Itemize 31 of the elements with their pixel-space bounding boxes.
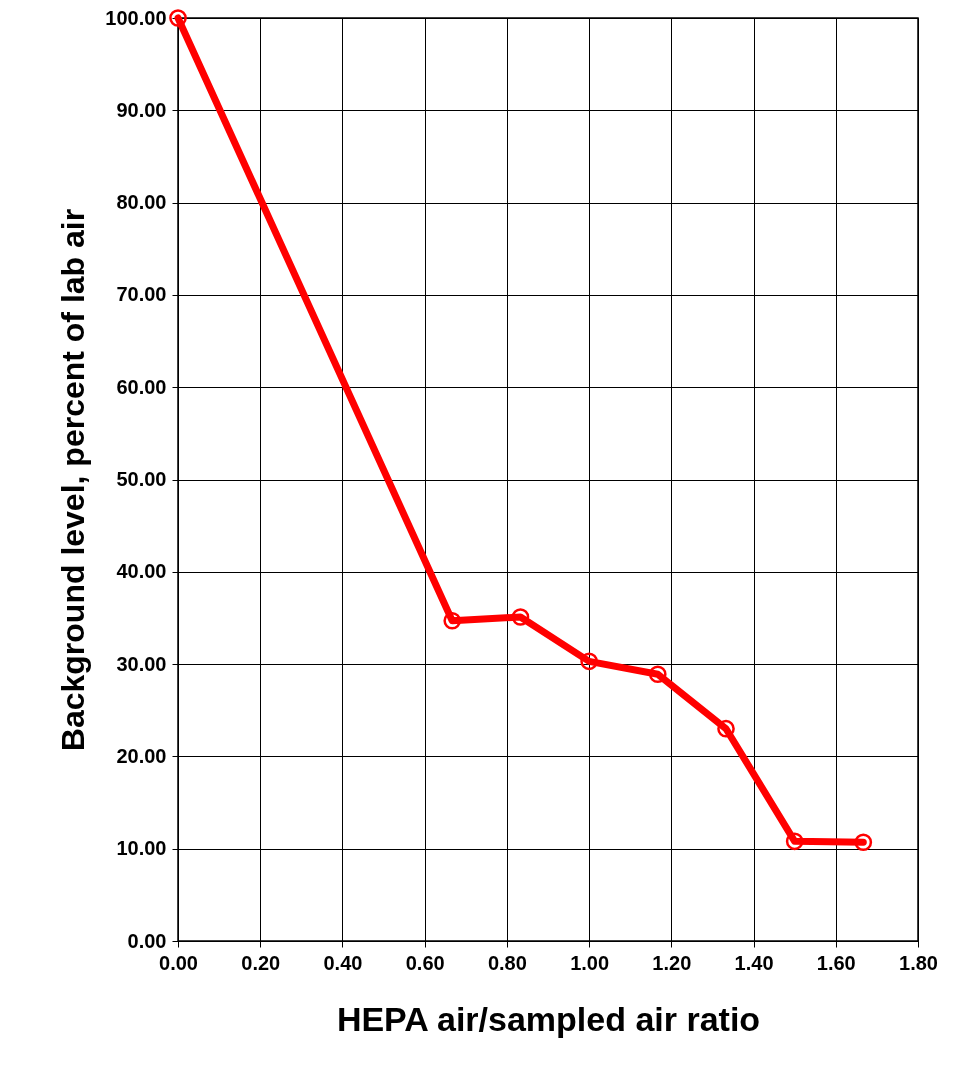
point bbox=[785, 832, 804, 851]
x-tick-label: 1.40 bbox=[734, 951, 774, 974]
x-tick-label: 1.20 bbox=[652, 951, 692, 974]
point bbox=[854, 833, 873, 852]
point bbox=[580, 652, 598, 671]
x-tick-label: 1.80 bbox=[899, 951, 938, 974]
y-tick-label: 80.00 bbox=[116, 191, 167, 214]
y-tick-label: 70.00 bbox=[116, 283, 167, 306]
x-tick-label: 0.80 bbox=[487, 951, 527, 974]
x-tick-label: 0.00 bbox=[159, 951, 198, 974]
y-axis-title: Background level, percent of lab air bbox=[55, 208, 92, 752]
y-tick-label: 20.00 bbox=[116, 744, 167, 767]
y-tick-label: 100.00 bbox=[105, 6, 167, 29]
point bbox=[648, 665, 667, 684]
y-tick-label: 40.00 bbox=[116, 560, 167, 583]
point bbox=[443, 611, 462, 630]
point bbox=[511, 608, 530, 626]
x-tick-label: 0.40 bbox=[323, 951, 363, 974]
y-tick-label: 30.00 bbox=[116, 652, 167, 675]
y-tick-label: 10.00 bbox=[116, 837, 167, 860]
point bbox=[717, 719, 735, 738]
y-tick-label: 90.00 bbox=[116, 98, 167, 121]
x-tick-label: 0.60 bbox=[405, 951, 445, 974]
x-axis-title: HEPA air/sampled air ratio bbox=[336, 999, 761, 1038]
point bbox=[169, 9, 187, 27]
y-tick-label: 50.00 bbox=[116, 468, 167, 490]
y-tick-label: 0.00 bbox=[127, 929, 167, 952]
x-tick-label: 0.20 bbox=[241, 951, 281, 974]
y-tick-label: 60.00 bbox=[116, 375, 167, 398]
x-tick-label: 1.60 bbox=[816, 951, 856, 974]
x-tick-label: 1.00 bbox=[570, 951, 610, 974]
